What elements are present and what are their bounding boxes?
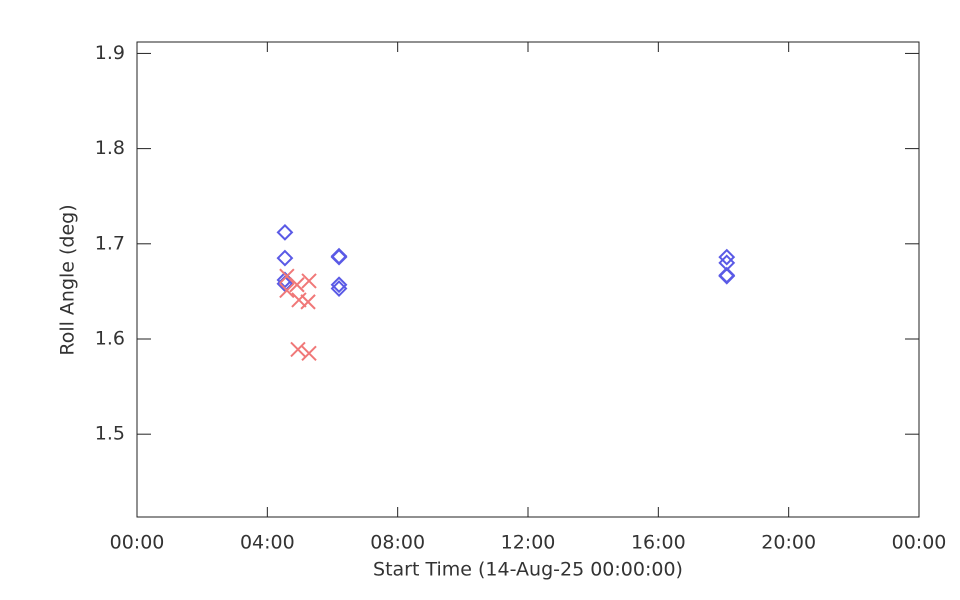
point — [330, 276, 348, 294]
point — [279, 268, 295, 284]
x-tick-label: 04:00 — [240, 532, 295, 554]
y-tick-label: 1.9 — [95, 42, 125, 64]
point — [291, 292, 307, 308]
point — [718, 248, 736, 266]
point — [330, 248, 348, 266]
point — [301, 273, 317, 289]
y-tick-label: 1.7 — [95, 232, 125, 254]
point — [301, 345, 317, 361]
point — [276, 223, 294, 241]
y-tick-label: 1.5 — [95, 423, 125, 445]
x-tick-label: 20:00 — [761, 532, 816, 554]
point — [290, 341, 306, 358]
point — [289, 277, 305, 293]
y-axis-label: Roll Angle (deg) — [57, 204, 79, 355]
point — [300, 294, 316, 310]
y-tick-label: 1.6 — [95, 327, 125, 349]
point — [279, 282, 295, 299]
plot-frame — [136, 41, 920, 518]
point — [276, 249, 294, 267]
point — [718, 267, 736, 285]
x-axis-label: Start Time (14-Aug-25 00:00:00) — [373, 559, 683, 581]
point — [330, 280, 348, 297]
x-tick-label: 12:00 — [501, 532, 556, 554]
x-tick-label: 00:00 — [892, 532, 947, 554]
y-tick-label: 1.8 — [95, 137, 125, 159]
x-tick-label: 00:00 — [110, 532, 165, 554]
x-tick-label: 16:00 — [631, 532, 686, 554]
x-tick-label: 08:00 — [370, 532, 425, 554]
